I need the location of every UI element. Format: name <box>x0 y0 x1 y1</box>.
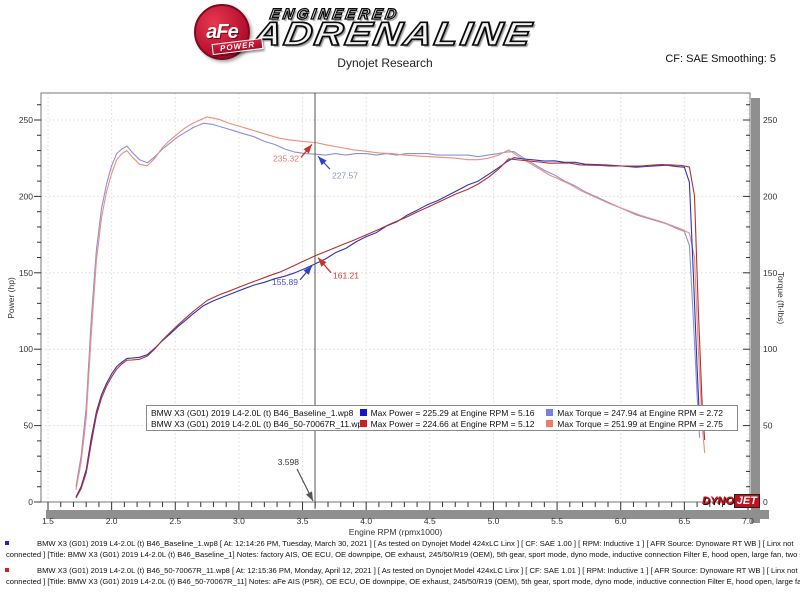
torque-axis-label: 200 <box>763 191 777 201</box>
torque-axis-label: 0 <box>763 497 768 507</box>
power-axis-label: 150 <box>19 268 33 278</box>
legend-file-name: BMW X3 (G01) 2019 L4-2.0L (t) B46_50-700… <box>151 418 360 429</box>
x-tick-label: 5.0 <box>488 516 500 526</box>
note-line-1: BMW X3 (G01) 2019 L4-2.0L (t) B46_50-700… <box>37 566 798 575</box>
legend-max-torque: Max Torque = 251.99 at Engine RPM = 2.75 <box>546 419 733 429</box>
note-bullet-icon <box>5 568 9 572</box>
annotation-value: 227.57 <box>332 170 358 180</box>
power-axis-label: 100 <box>19 344 33 354</box>
torque-swatch-icon <box>546 420 554 427</box>
legend-box: BMW X3 (G01) 2019 L4-2.0L (t) B46_Baseli… <box>146 405 738 431</box>
torque-swatch-icon <box>546 409 554 416</box>
annotation-arrowhead <box>305 491 314 501</box>
annotation-arrowhead <box>318 156 327 166</box>
left-axis-title: Power (hp) <box>6 277 16 319</box>
legend-max-torque-text: Max Torque = 251.99 at Engine RPM = 2.75 <box>557 418 723 429</box>
x-tick-label: 6.0 <box>615 516 627 526</box>
legend-max-torque-text: Max Torque = 247.94 at Engine RPM = 2.72 <box>557 407 723 418</box>
plot-shadow-right <box>751 98 760 523</box>
dynojet-dyno-text: DYNO <box>702 495 734 507</box>
legend-max-power: Max Power = 224.66 at Engine RPM = 5.12 <box>359 418 547 429</box>
plot-frame <box>40 92 751 503</box>
legend-max-power-text: Max Power = 225.29 at Engine RPM = 5.16 <box>370 407 535 418</box>
dynojet-watermark: DYNO JET <box>702 494 760 508</box>
x-tick-label: 4.0 <box>360 516 372 526</box>
x-tick-label: 3.5 <box>297 516 309 526</box>
x-tick-label: 7.0 <box>742 516 754 526</box>
run-note: BMW X3 (G01) 2019 L4-2.0L (t) B46_Baseli… <box>0 538 800 560</box>
run-note: BMW X3 (G01) 2019 L4-2.0L (t) B46_50-700… <box>0 565 800 587</box>
note-bullet-icon <box>5 541 9 545</box>
x-tick-label: 6.5 <box>678 516 690 526</box>
power-swatch-icon <box>359 409 367 416</box>
x-tick-label: 3.0 <box>233 516 245 526</box>
right-axis-title: Torque (ft-lbs) <box>776 272 786 325</box>
dynojet-jet-text: JET <box>733 494 760 508</box>
note-line-1: BMW X3 (G01) 2019 L4-2.0L (t) B46_Baseli… <box>37 539 794 548</box>
legend-row: BMW X3 (G01) 2019 L4-2.0L (t) B46_50-700… <box>147 418 737 429</box>
annotation-value: 155.89 <box>272 277 298 287</box>
annotation-arrowhead <box>303 144 313 154</box>
series-baseline-power <box>75 157 701 498</box>
x-tick-label: 2.0 <box>106 516 118 526</box>
x-tick-label: 4.5 <box>424 516 436 526</box>
legend-file-name: BMW X3 (G01) 2019 L4-2.0L (t) B46_Baseli… <box>151 407 354 418</box>
legend-row: BMW X3 (G01) 2019 L4-2.0L (t) B46_Baseli… <box>147 407 737 418</box>
legend-max-torque: Max Torque = 247.94 at Engine RPM = 2.72 <box>546 408 733 418</box>
series-afe-torque <box>75 116 706 490</box>
power-axis-label: 50 <box>24 421 34 431</box>
series-afe-power <box>75 158 706 499</box>
x-tick-label: 2.5 <box>169 516 181 526</box>
note-line-2: connected ] [Title: BMW X3 (G01) 2019 L4… <box>6 577 800 586</box>
power-swatch-icon <box>359 420 367 427</box>
x-axis-title: Engine RPM (rpmx1000) <box>349 527 443 537</box>
power-axis-label: 250 <box>19 115 33 125</box>
annotation-value: 3.598 <box>278 457 300 467</box>
note-line-2: connected ] [Title: BMW X3 (G01) 2019 L4… <box>6 550 800 559</box>
power-axis-label: 0 <box>28 497 33 507</box>
annotation-arrowhead <box>318 257 327 267</box>
page-title: Dynojet Research <box>337 56 433 70</box>
torque-axis-label: 50 <box>763 421 773 431</box>
torque-axis-label: 100 <box>763 344 777 354</box>
smoothing-label: CF: SAE Smoothing: 5 <box>665 53 776 65</box>
annotation-value: 235.32 <box>273 153 299 163</box>
annotation-value: 161.21 <box>333 271 359 281</box>
series-baseline-torque <box>75 122 701 487</box>
x-tick-label: 1.5 <box>42 516 54 526</box>
legend-max-power: Max Power = 225.29 at Engine RPM = 5.16 <box>359 407 547 418</box>
afe-logo-text: aFe <box>206 20 238 43</box>
torque-axis-label: 250 <box>763 115 777 125</box>
legend-max-power-text: Max Power = 224.66 at Engine RPM = 5.12 <box>370 418 535 429</box>
torque-axis-label: 150 <box>763 268 777 278</box>
footer-notes: BMW X3 (G01) 2019 L4-2.0L (t) B46_Baseli… <box>0 538 800 592</box>
power-axis-label: 200 <box>19 191 33 201</box>
annotation-arrowhead <box>303 265 313 275</box>
plot-shadow-bottom <box>46 510 769 519</box>
x-tick-label: 5.5 <box>551 516 563 526</box>
